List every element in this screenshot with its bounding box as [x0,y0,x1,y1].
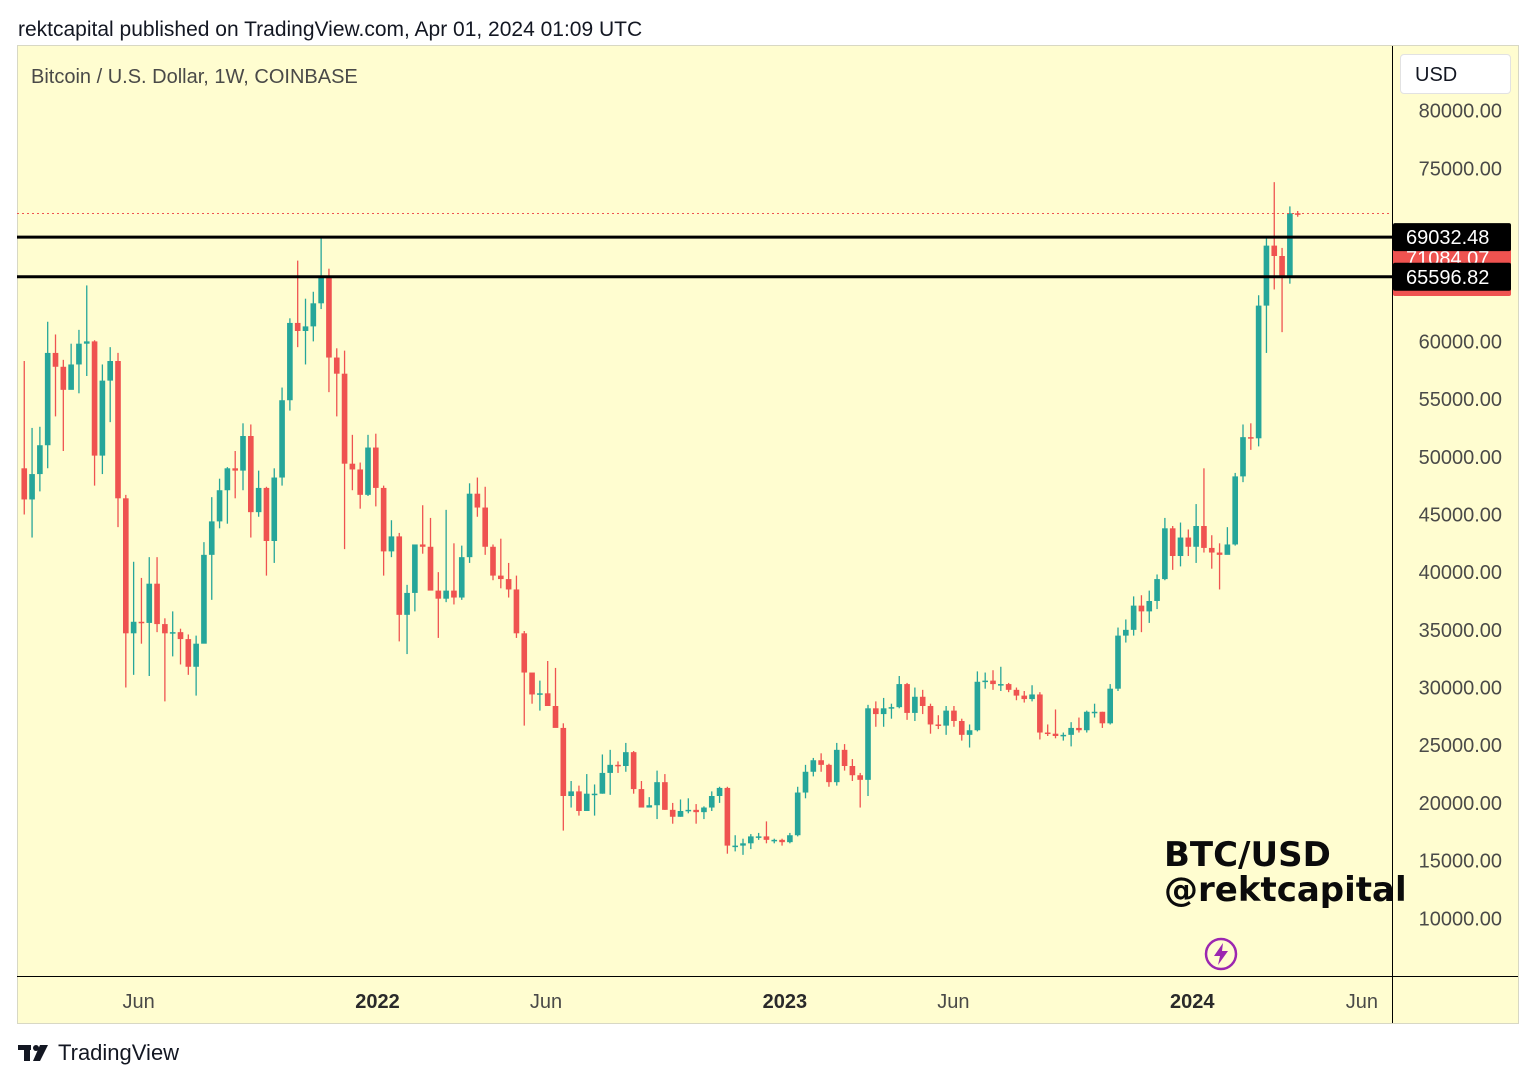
publish-line: rektcapital published on TradingView.com… [18,18,643,41]
watermark-line-2: @rektcapital [1164,870,1407,910]
tradingview-brand[interactable]: TradingView [18,1038,179,1068]
symbol-title: Bitcoin / U.S. Dollar, 1W, COINBASE [31,66,358,88]
watermark-line-1: BTC/USD [1164,835,1331,875]
footer-brand-label: TradingView [58,1040,180,1065]
tradingview-logo-icon [18,1045,48,1061]
chart-watermark: BTC/USD @rektcapital [1164,838,1407,908]
currency-selector[interactable]: USD [1400,54,1511,94]
lightning-bolt-icon[interactable] [1204,937,1238,971]
